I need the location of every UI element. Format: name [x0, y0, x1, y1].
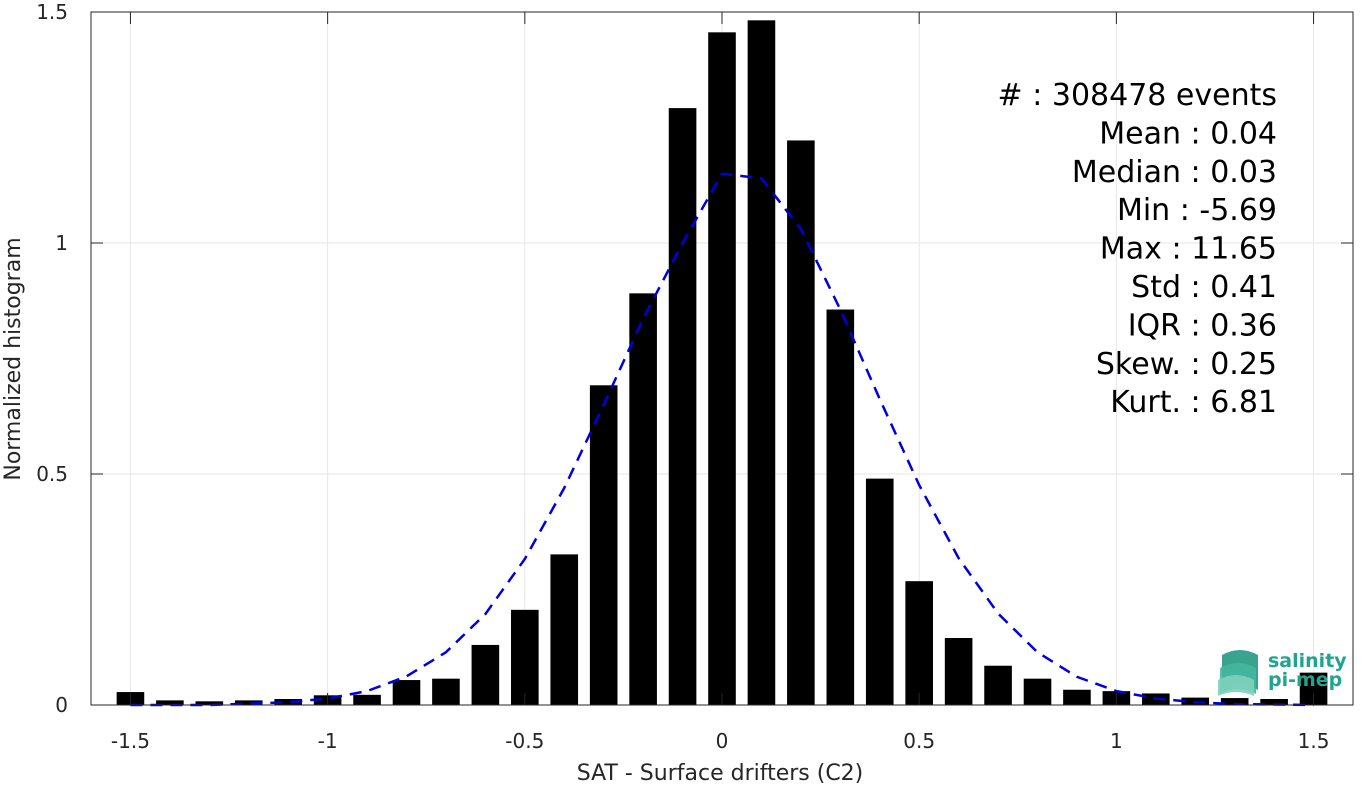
histogram-bar-10: [511, 609, 539, 705]
histogram-bar-20: [905, 581, 933, 705]
histogram-bar-15: [708, 32, 736, 705]
histogram-bar-14: [668, 108, 697, 705]
logo-text-line2: pi-mep: [1268, 669, 1342, 691]
x-tick-label-4: 0.5: [903, 729, 935, 753]
stats-line-0: # : 308478 events: [998, 78, 1277, 113]
histogram-bar-23: [1023, 678, 1052, 705]
histogram-bar-2: [195, 701, 224, 705]
histogram-bar-3: [234, 700, 263, 705]
histogram-bar-24: [1063, 689, 1091, 705]
histogram-bar-8: [432, 678, 460, 705]
gaussian-fit-curve: [130, 172, 1314, 707]
histogram-bar-18: [826, 309, 855, 705]
stats-line-4: Max : 11.65: [1100, 232, 1277, 267]
stats-line-1: Mean : 0.04: [1099, 116, 1277, 151]
x-tick-label-0: -1.5: [111, 729, 150, 753]
stats-line-8: Kurt. : 6.81: [1110, 385, 1277, 420]
histogram-bar-12: [589, 385, 618, 705]
histogram-bar-7: [392, 680, 421, 705]
y-tick-labels: 0 0.5 1 1.5: [36, 0, 68, 717]
stats-line-3: Min : -5.69: [1117, 193, 1277, 228]
x-tick-label-2: -0.5: [505, 729, 544, 753]
histogram-bar-17: [787, 140, 815, 705]
salinity-pimep-logo: salinity pi-mep: [1218, 650, 1347, 696]
stats-line-6: IQR : 0.36: [1128, 308, 1277, 343]
x-tick-label-3: 0: [716, 729, 729, 753]
y-axis-label: Normalized histogram: [1, 237, 26, 480]
histogram-bar-4: [274, 698, 302, 705]
histogram-bar-16: [747, 20, 776, 706]
stats-line-2: Median : 0.03: [1072, 155, 1277, 190]
x-tick-label-1: -1: [318, 729, 338, 753]
histogram-bars: [116, 20, 1328, 706]
y-tick-label-0: 0: [55, 693, 68, 717]
y-tick-label-3: 1.5: [36, 0, 68, 24]
x-tick-labels: -1.5 -1 -0.5 0 0.5 1 1.5: [111, 729, 1330, 753]
y-tick-label-2: 1: [55, 231, 68, 255]
x-tick-label-6: 1.5: [1298, 729, 1330, 753]
histogram-bar-11: [550, 554, 579, 705]
histogram-bar-19: [865, 478, 894, 705]
logo-text-line1: salinity: [1268, 650, 1347, 672]
histogram-bar-1: [156, 700, 184, 705]
histogram-bar-29: [1260, 698, 1288, 705]
y-tick-label-1: 0.5: [36, 462, 68, 486]
histogram-bar-13: [629, 293, 657, 705]
histogram-bar-28: [1220, 698, 1249, 705]
histogram-bar-22: [984, 665, 1012, 705]
stats-line-7: Skew. : 0.25: [1096, 347, 1277, 382]
stats-line-5: Std : 0.41: [1131, 270, 1277, 305]
x-axis-label: SAT - Surface drifters (C2): [577, 761, 864, 785]
histogram-bar-21: [944, 638, 973, 705]
axis-ticks: [91, 11, 1353, 706]
x-tick-label-5: 1: [1110, 729, 1123, 753]
histogram-bar-9: [471, 644, 500, 705]
histogram-bar-6: [353, 694, 381, 705]
wave-logo-icon: [1218, 650, 1258, 696]
